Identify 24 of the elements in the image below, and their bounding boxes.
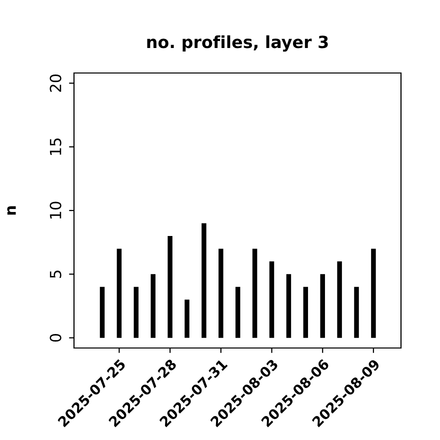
- bar: [371, 248, 376, 338]
- bar: [168, 236, 172, 338]
- bar: [100, 286, 105, 338]
- bar: [286, 274, 292, 338]
- y-tick-label: 0: [50, 334, 62, 342]
- bar: [235, 286, 240, 338]
- y-tick-label: 5: [50, 270, 62, 278]
- y-tick-label: 20: [50, 74, 62, 92]
- bar: [269, 261, 274, 338]
- bar: [354, 286, 359, 338]
- bar: [134, 286, 139, 338]
- bar: [202, 223, 206, 338]
- y-axis-title: n: [7, 206, 16, 215]
- y-tick-label: 15: [50, 138, 62, 155]
- bar: [303, 286, 308, 338]
- bar: [320, 274, 325, 338]
- bar: [116, 248, 122, 338]
- y-tick-label: 10: [50, 202, 62, 219]
- chart-title: no. profiles, layer 3: [147, 35, 328, 52]
- bar: [252, 248, 258, 338]
- bar: [218, 248, 224, 338]
- bar: [337, 261, 342, 338]
- bar: [150, 274, 156, 338]
- bar: [184, 300, 190, 338]
